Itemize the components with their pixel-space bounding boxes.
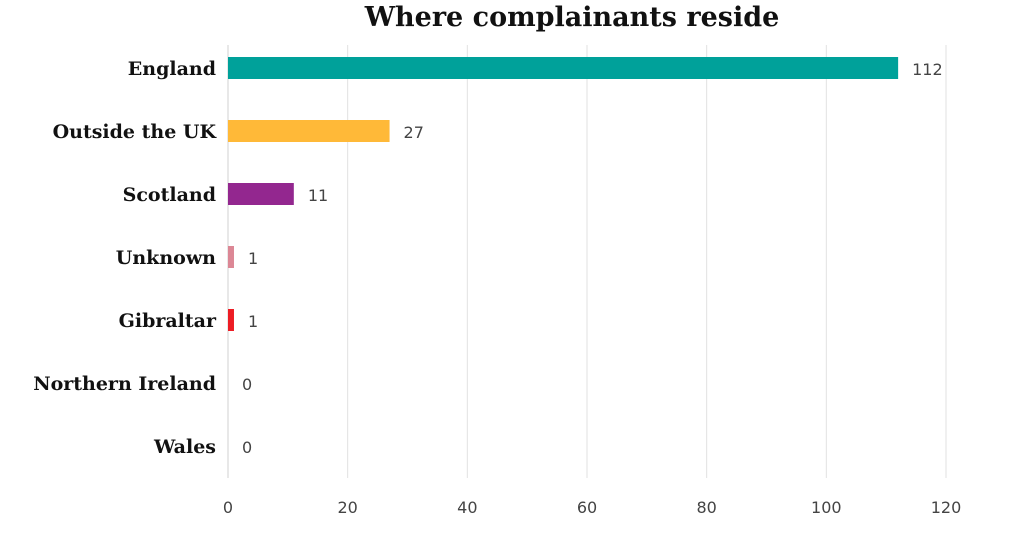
- x-tick-label: 60: [577, 498, 597, 517]
- bar: [228, 183, 294, 205]
- data-label: 1: [248, 249, 258, 268]
- x-tick-label: 120: [931, 498, 962, 517]
- bar: [228, 309, 234, 331]
- bar: [228, 57, 899, 79]
- category-label: Wales: [153, 436, 216, 458]
- x-tick-label: 40: [457, 498, 477, 517]
- x-tick-label: 80: [696, 498, 716, 517]
- data-label: 1: [248, 312, 258, 331]
- bar: [228, 246, 234, 268]
- x-tick-label: 20: [337, 498, 357, 517]
- data-label: 0: [242, 438, 252, 457]
- category-label: Northern Ireland: [33, 373, 216, 395]
- data-label: 11: [308, 186, 328, 205]
- x-tick-label: 0: [223, 498, 233, 517]
- x-axis-ticks: 0 20 40 60 80 100 120: [223, 498, 961, 517]
- category-label: Outside the UK: [53, 121, 218, 143]
- gridlines: [227, 45, 947, 478]
- chart-title: Where complainants reside: [364, 2, 780, 33]
- x-tick-label: 100: [811, 498, 842, 517]
- category-label: Unknown: [116, 247, 216, 269]
- data-label: 0: [242, 375, 252, 394]
- bar: [228, 120, 390, 142]
- data-label: 27: [404, 123, 424, 142]
- category-label: Scotland: [123, 184, 216, 206]
- category-label: Gibraltar: [119, 310, 217, 332]
- category-label: England: [128, 58, 216, 80]
- data-label: 112: [912, 60, 943, 79]
